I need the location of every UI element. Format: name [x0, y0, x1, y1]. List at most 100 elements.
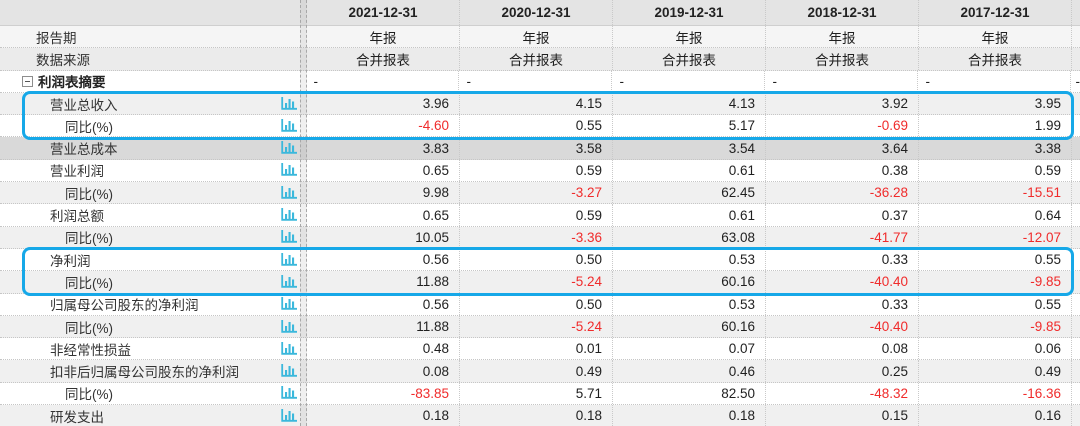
value-cell[interactable]: 0.16 [919, 405, 1072, 426]
bar-chart-icon[interactable] [280, 319, 297, 334]
row-label[interactable]: 营业利润 [0, 160, 300, 181]
value-cell[interactable]: 0.53 [613, 293, 766, 315]
row-label[interactable]: 同比(%) [0, 115, 300, 136]
bar-chart-icon[interactable] [280, 408, 297, 423]
value-cell[interactable]: 10.05 [307, 226, 460, 248]
bar-chart-icon[interactable] [280, 208, 297, 223]
value-cell[interactable]: 11.88 [307, 315, 460, 338]
collapse-minus-icon[interactable] [22, 75, 33, 87]
row-label[interactable]: 扣非后归属母公司股东的净利润 [0, 360, 300, 381]
value-cell[interactable]: 0.48 [307, 338, 460, 360]
bar-chart-icon[interactable] [280, 230, 297, 245]
value-cell[interactable]: 4.15 [460, 92, 613, 115]
value-cell[interactable]: 0.55 [919, 293, 1072, 315]
value-cell[interactable]: 0.46 [613, 360, 766, 382]
value-cell[interactable]: 0.56 [307, 248, 460, 271]
value-cell[interactable]: 60.16 [613, 271, 766, 293]
row-label[interactable]: 同比(%) [0, 227, 300, 248]
value-cell[interactable]: -16.36 [919, 382, 1072, 405]
row-label[interactable]: 同比(%) [0, 316, 300, 337]
value-cell[interactable]: 0.59 [460, 204, 613, 226]
value-cell[interactable]: 60.16 [613, 315, 766, 338]
value-cell[interactable]: 3.83 [307, 137, 460, 159]
bar-chart-icon[interactable] [280, 96, 297, 111]
value-cell[interactable]: -9.85 [919, 315, 1072, 338]
value-cell[interactable]: 0.59 [919, 159, 1072, 182]
row-label[interactable]: 净利润 [0, 249, 300, 270]
value-cell[interactable]: 3.54 [613, 137, 766, 159]
value-cell[interactable]: -9.85 [919, 271, 1072, 293]
row-label[interactable]: 非经常性损益 [0, 338, 300, 359]
value-cell[interactable]: -0.69 [766, 115, 919, 137]
row-label[interactable]: 营业总成本 [0, 137, 300, 158]
value-cell[interactable]: -83.85 [307, 382, 460, 405]
value-cell[interactable]: 11.88 [307, 271, 460, 293]
value-cell[interactable]: 0.08 [307, 360, 460, 382]
bar-chart-icon[interactable] [280, 185, 297, 200]
value-cell[interactable]: 0.06 [919, 338, 1072, 360]
value-cell[interactable]: 0.49 [919, 360, 1072, 382]
bar-chart-icon[interactable] [280, 163, 297, 178]
value-cell[interactable]: 0.59 [460, 159, 613, 182]
value-cell[interactable]: 3.64 [766, 137, 919, 159]
value-cell[interactable]: 63.08 [613, 226, 766, 248]
value-cell[interactable]: 0.50 [460, 293, 613, 315]
value-cell[interactable]: 5.17 [613, 115, 766, 137]
value-cell[interactable]: -48.32 [766, 382, 919, 405]
value-cell[interactable]: 0.25 [766, 360, 919, 382]
value-cell[interactable]: -41.77 [766, 226, 919, 248]
value-cell[interactable]: 0.01 [460, 338, 613, 360]
value-cell[interactable]: 3.92 [766, 92, 919, 115]
value-cell[interactable]: 0.55 [460, 115, 613, 137]
value-cell[interactable]: 82.50 [613, 382, 766, 405]
value-cell[interactable]: -40.40 [766, 271, 919, 293]
value-cell[interactable]: 0.50 [460, 248, 613, 271]
value-cell[interactable]: 0.18 [460, 405, 613, 426]
value-cell[interactable]: 4.13 [613, 92, 766, 115]
value-cell[interactable]: -40.40 [766, 315, 919, 338]
bar-chart-icon[interactable] [280, 252, 297, 267]
value-cell[interactable]: 0.33 [766, 293, 919, 315]
frozen-pane-splitter[interactable] [300, 0, 307, 426]
bar-chart-icon[interactable] [280, 274, 297, 289]
value-cell[interactable]: 0.61 [613, 204, 766, 226]
row-label[interactable]: 归属母公司股东的净利润 [0, 294, 300, 315]
value-cell[interactable]: -15.51 [919, 182, 1072, 204]
bar-chart-icon[interactable] [280, 386, 297, 401]
value-cell[interactable]: 62.45 [613, 182, 766, 204]
value-cell[interactable]: 0.18 [307, 405, 460, 426]
value-cell[interactable]: 0.08 [766, 338, 919, 360]
row-label[interactable]: 研发支出 [0, 405, 300, 426]
row-label[interactable]: 同比(%) [0, 182, 300, 203]
value-cell[interactable]: 0.65 [307, 204, 460, 226]
value-cell[interactable]: -36.28 [766, 182, 919, 204]
value-cell[interactable]: 1.99 [919, 115, 1072, 137]
value-cell[interactable]: -3.36 [460, 226, 613, 248]
value-cell[interactable]: -4.60 [307, 115, 460, 137]
value-cell[interactable]: 0.65 [307, 159, 460, 182]
value-cell[interactable]: 3.95 [919, 92, 1072, 115]
value-cell[interactable]: 9.98 [307, 182, 460, 204]
value-cell[interactable]: 3.58 [460, 137, 613, 159]
value-cell[interactable]: -5.24 [460, 271, 613, 293]
value-cell[interactable]: 3.38 [919, 137, 1072, 159]
value-cell[interactable]: 0.56 [307, 293, 460, 315]
bar-chart-icon[interactable] [280, 118, 297, 133]
row-label[interactable]: 营业总收入 [0, 93, 300, 114]
value-cell[interactable]: 0.15 [766, 405, 919, 426]
value-cell[interactable]: 0.37 [766, 204, 919, 226]
row-label[interactable]: 利润总额 [0, 204, 300, 225]
value-cell[interactable]: 0.55 [919, 248, 1072, 271]
value-cell[interactable]: 0.07 [613, 338, 766, 360]
row-label[interactable]: 同比(%) [0, 383, 300, 404]
value-cell[interactable]: 0.53 [613, 248, 766, 271]
value-cell[interactable]: 0.38 [766, 159, 919, 182]
value-cell[interactable]: 3.96 [307, 92, 460, 115]
value-cell[interactable]: 0.33 [766, 248, 919, 271]
value-cell[interactable]: 0.64 [919, 204, 1072, 226]
value-cell[interactable]: -12.07 [919, 226, 1072, 248]
value-cell[interactable]: -5.24 [460, 315, 613, 338]
value-cell[interactable]: 0.61 [613, 159, 766, 182]
row-label[interactable]: 同比(%) [0, 271, 300, 292]
value-cell[interactable]: -3.27 [460, 182, 613, 204]
